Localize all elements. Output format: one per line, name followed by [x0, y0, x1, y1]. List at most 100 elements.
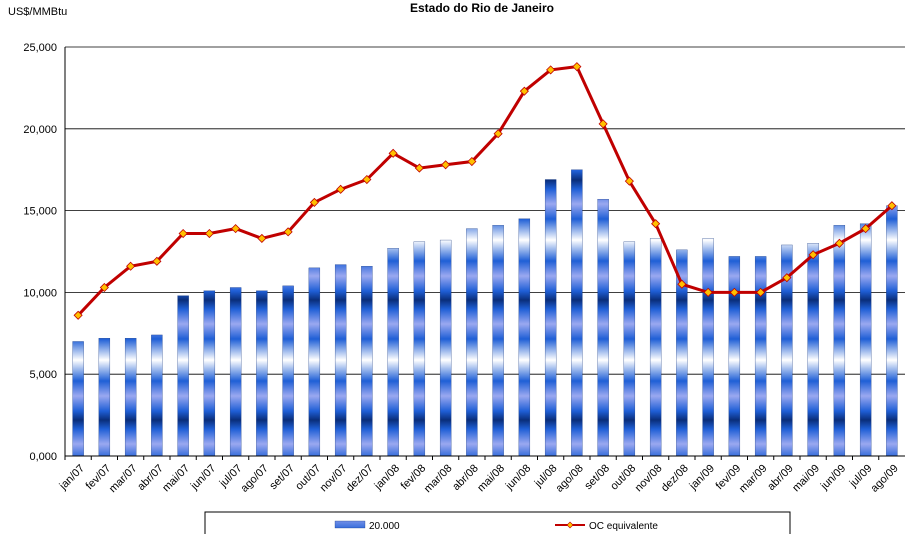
bar	[649, 238, 662, 457]
marker	[467, 156, 477, 167]
x-tick-label: jun/09	[818, 462, 848, 492]
bar	[597, 198, 609, 457]
marker	[362, 174, 372, 185]
marker	[493, 129, 503, 139]
bar	[413, 241, 426, 457]
y-tick-label: 10,000	[23, 287, 57, 299]
y-tick-label: 20,000	[23, 124, 57, 136]
x-tick-label: ago/08	[554, 462, 586, 494]
marker	[808, 250, 818, 260]
bar	[466, 228, 478, 457]
x-tick-label: mai/08	[475, 462, 507, 494]
marker	[283, 227, 293, 237]
marker	[441, 160, 451, 170]
y-tick-label: 5,000	[29, 369, 57, 381]
bar	[571, 169, 583, 457]
marker	[178, 228, 188, 239]
y-tick-label: 0,000	[29, 451, 57, 463]
bar	[518, 218, 531, 457]
bar	[124, 338, 137, 457]
marker	[861, 224, 871, 234]
x-tick-label: ago/09	[869, 462, 901, 494]
bar	[754, 256, 767, 457]
bar	[151, 334, 163, 457]
marker	[887, 201, 897, 211]
x-tick-label: dez/07	[344, 462, 376, 494]
chart-title: Estado do Rio de Janeiro	[410, 1, 554, 15]
legend-box	[204, 511, 791, 534]
x-tick-label: mai/07	[160, 462, 192, 494]
legend-marker	[566, 521, 574, 529]
x-tick-label: set/07	[267, 462, 297, 492]
marker	[598, 119, 608, 129]
legend-label: 20.000	[369, 521, 400, 532]
marker	[703, 287, 713, 297]
bar	[177, 295, 189, 457]
x-tick-label: abr/09	[765, 462, 796, 493]
marker	[336, 184, 346, 194]
marker	[782, 273, 792, 283]
x-tick-label: jun/08	[503, 462, 533, 492]
marker	[257, 233, 267, 243]
marker	[309, 197, 319, 207]
marker	[834, 238, 844, 248]
x-tick-label: dez/08	[659, 462, 691, 494]
bar	[387, 248, 399, 457]
bar	[833, 225, 846, 457]
bar	[702, 238, 714, 457]
marker	[519, 86, 529, 96]
x-tick-label: mar/08	[422, 462, 455, 495]
x-tick-label: abr/08	[450, 462, 481, 493]
bar	[229, 287, 242, 457]
x-tick-label: nov/08	[633, 462, 665, 494]
bar	[807, 243, 819, 457]
marker	[546, 65, 556, 75]
marker	[651, 219, 661, 229]
x-tick-label: jan/07	[57, 462, 87, 492]
x-tick-label: mar/07	[107, 462, 140, 495]
marker	[572, 62, 582, 72]
marker	[204, 228, 214, 239]
marker	[729, 287, 739, 297]
bar	[886, 205, 898, 457]
x-tick-label: nov/07	[318, 462, 350, 494]
y-tick-label: 15,000	[23, 206, 57, 218]
marker	[677, 279, 687, 289]
bar	[98, 338, 111, 457]
y-axis-label: US$/MMBtu	[8, 6, 67, 18]
marker	[126, 261, 136, 271]
bar	[203, 290, 216, 457]
bar	[308, 267, 321, 457]
marker	[231, 224, 241, 234]
marker	[756, 287, 766, 297]
x-tick-label: jan/08	[372, 462, 402, 492]
y-tick-label: 25,000	[23, 42, 57, 54]
bar	[623, 241, 636, 457]
legend-swatch	[334, 520, 366, 529]
bar	[439, 239, 452, 457]
marker	[624, 176, 634, 186]
x-tick-label: mar/09	[737, 462, 770, 495]
bar	[492, 225, 504, 457]
bar	[334, 264, 347, 457]
bar	[361, 266, 373, 457]
legend-label: OC equivalente	[589, 521, 658, 532]
line	[77, 65, 893, 317]
x-tick-label: jun/07	[188, 462, 218, 492]
bar	[859, 223, 872, 457]
marker	[414, 163, 424, 173]
bar	[256, 290, 268, 457]
x-tick-label: set/08	[582, 462, 612, 492]
bar	[72, 341, 84, 457]
marker	[152, 256, 162, 266]
marker	[99, 282, 109, 293]
x-tick-label: mai/09	[790, 462, 822, 494]
x-tick-label: ago/07	[239, 462, 271, 494]
marker	[388, 148, 398, 158]
x-tick-label: abr/07	[135, 462, 166, 493]
x-tick-label: jan/09	[687, 462, 717, 492]
bar	[544, 179, 557, 457]
bar	[282, 285, 294, 457]
marker	[73, 310, 83, 320]
